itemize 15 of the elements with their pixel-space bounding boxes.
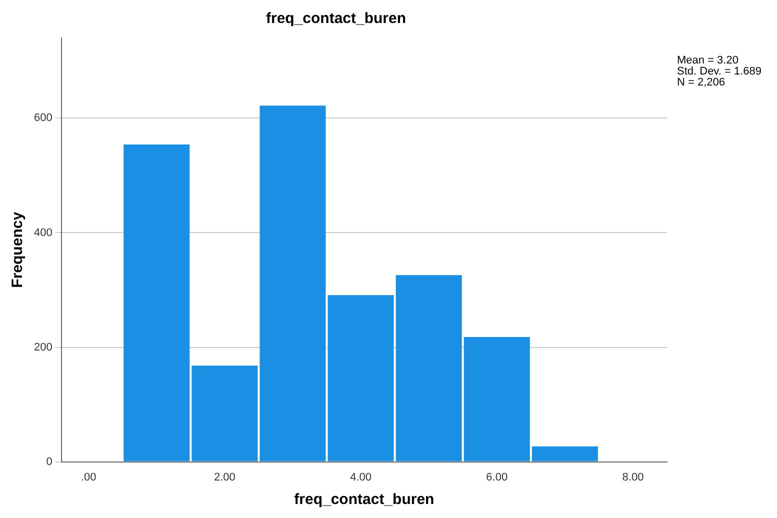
x-axis-title: freq_contact_buren bbox=[294, 491, 434, 508]
y-tick-label: 200 bbox=[34, 341, 52, 354]
text: N = 2,206 bbox=[677, 76, 726, 89]
x-tick-label: 6.00 bbox=[486, 471, 508, 484]
chart-title: freq_contact_buren bbox=[266, 10, 406, 28]
y-tick-label: 400 bbox=[34, 226, 52, 239]
y-tick-label: 0 bbox=[46, 456, 52, 468]
x-tick-label: 8.00 bbox=[622, 471, 644, 484]
y-tick-label: 600 bbox=[34, 112, 52, 124]
x-tick-label: .00 bbox=[80, 471, 96, 484]
x-tick-label: 2.00 bbox=[214, 471, 236, 484]
y-axis-title: Frequency bbox=[9, 211, 26, 288]
text: Std. Dev. = 1.689 bbox=[677, 66, 762, 78]
x-tick-label: 4.00 bbox=[350, 471, 372, 484]
text: Mean = 3.20 bbox=[677, 54, 738, 67]
